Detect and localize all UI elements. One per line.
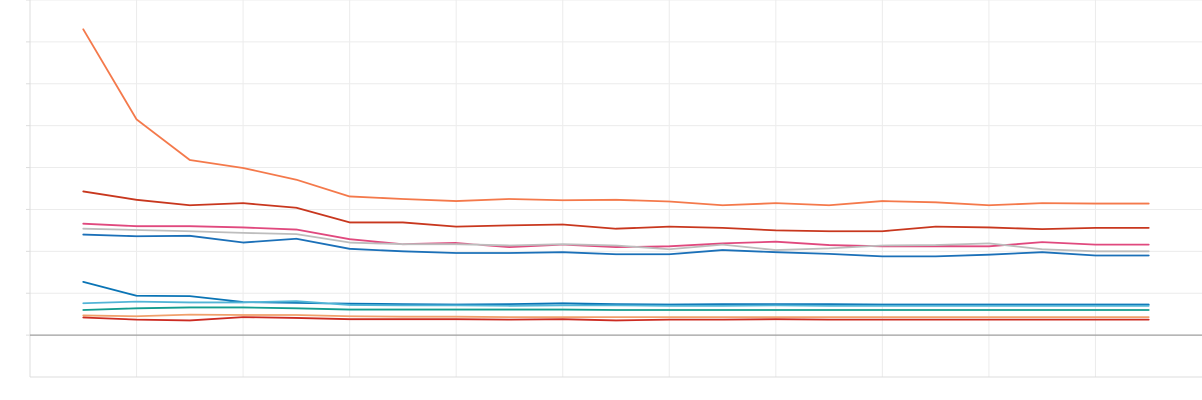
- series-line-8: [82, 306, 1150, 311]
- series-line-4: [82, 227, 1150, 253]
- series-line-1: [82, 28, 1150, 207]
- chart-grid: [26, 0, 1202, 378]
- series-line-3: [82, 222, 1150, 249]
- chart-series: [82, 28, 1150, 322]
- series-line-5: [82, 233, 1150, 258]
- series-line-7: [82, 300, 1150, 307]
- series-line-9: [82, 313, 1150, 319]
- series-line-2: [82, 190, 1150, 233]
- series-line-10: [82, 316, 1150, 322]
